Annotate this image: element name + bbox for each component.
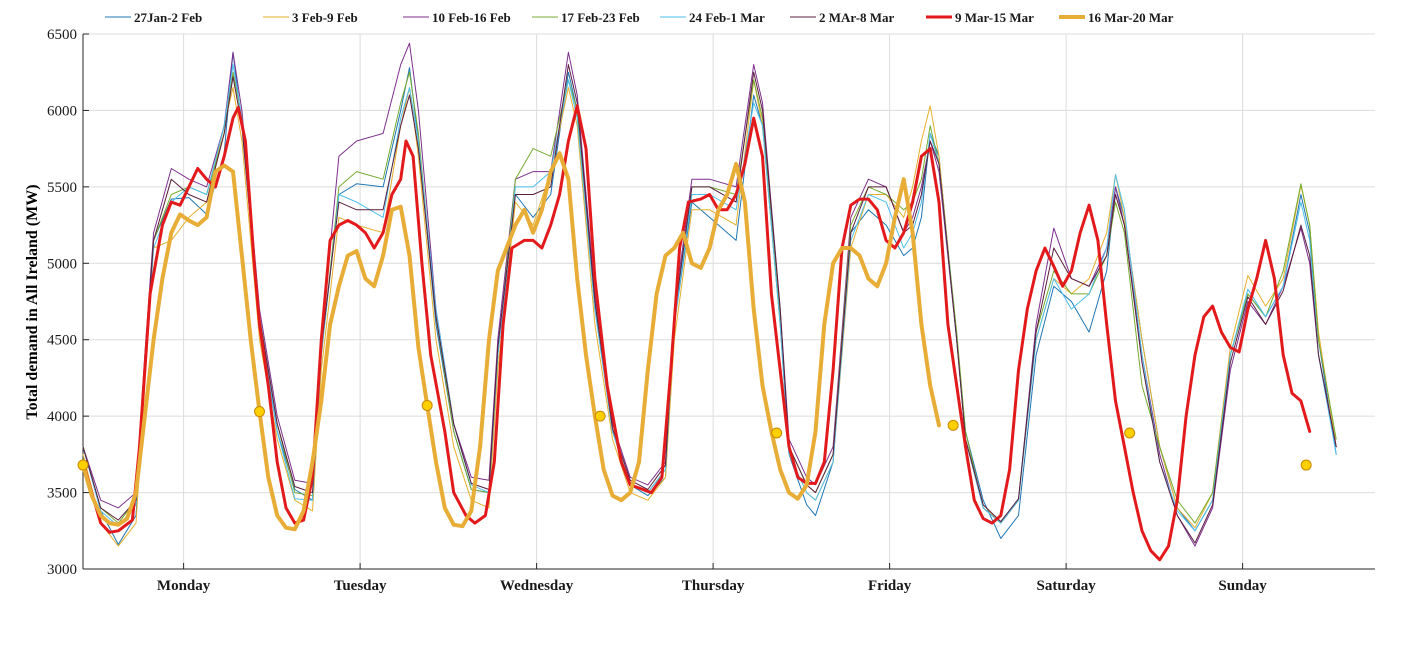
x-tick-labels: Monday Tuesday Wednesday Thursday Friday Satu… (157, 578, 1267, 594)
y-tick-label: 5000 (47, 256, 77, 272)
series-line-2 (82, 79, 1337, 547)
y-tick-label: 3500 (47, 486, 77, 502)
y-tick-label: 5500 (47, 180, 77, 196)
series-line-8 (81, 151, 941, 532)
data-point-marker (947, 419, 959, 431)
series-line-1 (82, 51, 1337, 545)
y-tick-label: 6500 (47, 27, 77, 43)
data-point-marker (594, 410, 606, 422)
series-line-4 (82, 71, 1337, 524)
x-tick-label: Saturday (1037, 578, 1097, 594)
markers-group (77, 399, 1312, 471)
legend-item-label: 27Jan-2 Feb (134, 10, 202, 25)
series-line-3 (82, 42, 1337, 547)
x-tick-label: Sunday (1218, 578, 1267, 594)
data-point-marker (421, 399, 433, 411)
legend-item-label: 2 MAr-8 Mar (819, 10, 895, 25)
y-tick-labels: 3000 3500 4000 4500 5000 5500 6000 6500 (47, 27, 77, 578)
series-group (81, 42, 1337, 562)
data-point-marker (1300, 459, 1312, 471)
x-tick-label: Tuesday (334, 578, 387, 594)
data-point-marker (77, 459, 89, 471)
x-tick-label: Friday (868, 578, 912, 594)
legend-item-label: 24 Feb-1 Mar (689, 10, 765, 25)
legend-item-label: 17 Feb-23 Feb (561, 10, 640, 25)
x-tick-label: Monday (157, 578, 211, 594)
y-tick-label: 4500 (47, 333, 77, 349)
series-line-7 (81, 104, 1312, 562)
x-tick-label: Thursday (682, 578, 745, 594)
legend-item-label: 9 Mar-15 Mar (955, 10, 1034, 25)
y-tick-label: 6000 (47, 103, 77, 119)
series-line-6 (82, 64, 1337, 544)
legend[interactable]: 27Jan-2 Feb 3 Feb-9 Feb 10 Feb-16 Feb 17 Fe… (105, 10, 1174, 25)
data-point-marker (1124, 427, 1136, 439)
data-point-marker (254, 406, 266, 418)
axes (82, 33, 1375, 570)
data-point-marker (771, 427, 783, 439)
y-tick-label: 4000 (47, 409, 77, 425)
y-tick-label: 3000 (47, 562, 77, 578)
legend-item-label: 16 Mar-20 Mar (1088, 10, 1174, 25)
legend-item-label: 3 Feb-9 Feb (292, 10, 358, 25)
legend-item-label: 10 Feb-16 Feb (432, 10, 511, 25)
x-tick-label: Wednesday (500, 578, 574, 594)
y-axis-label: Total demand in All Ireland (MW) (24, 184, 41, 419)
